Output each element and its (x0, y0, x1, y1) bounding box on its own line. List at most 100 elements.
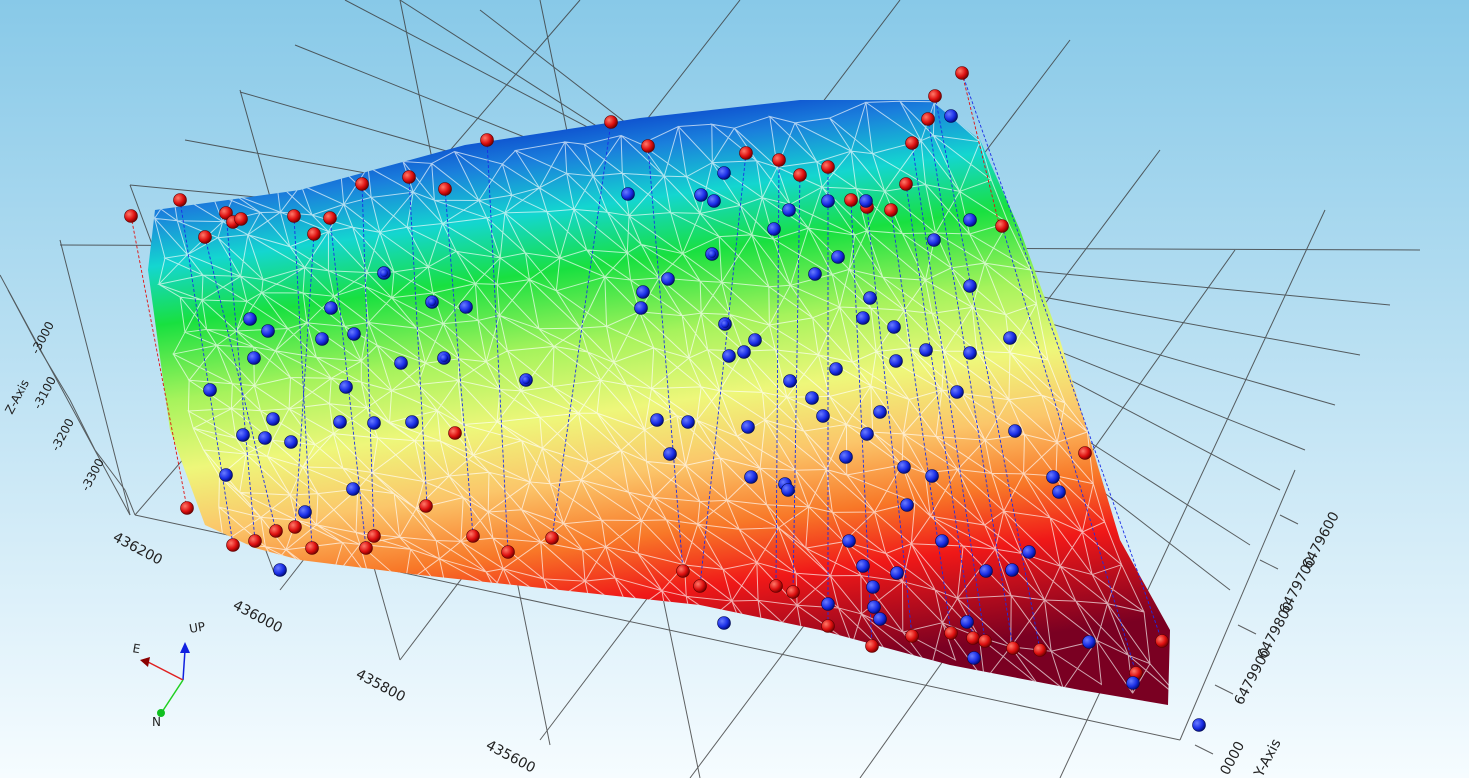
red-sample-marker[interactable] (402, 170, 416, 184)
blue-sample-marker[interactable] (859, 194, 873, 208)
red-sample-marker[interactable] (124, 209, 138, 223)
red-sample-marker[interactable] (269, 524, 283, 538)
red-sample-marker[interactable] (305, 541, 319, 555)
blue-sample-marker[interactable] (860, 427, 874, 441)
blue-sample-marker[interactable] (1022, 545, 1036, 559)
blue-sample-marker[interactable] (681, 415, 695, 429)
red-sample-marker[interactable] (641, 139, 655, 153)
red-sample-marker[interactable] (676, 564, 690, 578)
blue-sample-marker[interactable] (808, 267, 822, 281)
blue-sample-marker[interactable] (856, 559, 870, 573)
red-sample-marker[interactable] (198, 230, 212, 244)
blue-sample-marker[interactable] (856, 311, 870, 325)
blue-sample-marker-small[interactable] (708, 250, 716, 258)
blue-sample-marker[interactable] (863, 291, 877, 305)
blue-sample-marker-small[interactable] (428, 298, 436, 306)
blue-sample-marker[interactable] (621, 187, 635, 201)
red-sample-marker[interactable] (1155, 634, 1169, 648)
blue-sample-marker[interactable] (650, 413, 664, 427)
red-sample-marker[interactable] (921, 112, 935, 126)
blue-sample-marker[interactable] (1003, 331, 1017, 345)
red-sample-marker[interactable] (466, 529, 480, 543)
blue-sample-marker[interactable] (767, 222, 781, 236)
blue-sample-marker[interactable] (273, 563, 287, 577)
red-sample-marker[interactable] (234, 212, 248, 226)
blue-sample-marker-small[interactable] (440, 354, 448, 362)
red-sample-marker[interactable] (769, 579, 783, 593)
blue-sample-marker[interactable] (782, 203, 796, 217)
red-sample-marker[interactable] (739, 146, 753, 160)
red-sample-marker[interactable] (480, 133, 494, 147)
blue-sample-marker[interactable] (346, 482, 360, 496)
red-sample-marker[interactable] (173, 193, 187, 207)
blue-sample-marker[interactable] (963, 213, 977, 227)
blue-sample-marker[interactable] (243, 312, 257, 326)
blue-sample-marker[interactable] (927, 233, 941, 247)
red-sample-marker[interactable] (905, 136, 919, 150)
red-sample-marker[interactable] (772, 153, 786, 167)
blue-sample-marker[interactable] (900, 498, 914, 512)
blue-sample-marker[interactable] (887, 320, 901, 334)
blue-sample-marker[interactable] (873, 612, 887, 626)
red-sample-marker[interactable] (693, 579, 707, 593)
blue-sample-marker[interactable] (963, 346, 977, 360)
red-sample-marker[interactable] (865, 639, 879, 653)
red-sample-marker[interactable] (419, 499, 433, 513)
blue-sample-marker[interactable] (663, 447, 677, 461)
blue-sample-marker[interactable] (1046, 470, 1060, 484)
blue-sample-marker[interactable] (1082, 635, 1096, 649)
blue-sample-marker[interactable] (1052, 485, 1066, 499)
red-sample-marker[interactable] (287, 209, 301, 223)
blue-sample-marker[interactable] (707, 194, 721, 208)
red-sample-marker[interactable] (793, 168, 807, 182)
blue-sample-marker[interactable] (367, 416, 381, 430)
blue-sample-marker[interactable] (634, 301, 648, 315)
blue-sample-marker[interactable] (816, 409, 830, 423)
blue-sample-marker[interactable] (347, 327, 361, 341)
blue-sample-marker[interactable] (324, 301, 338, 315)
red-sample-marker[interactable] (367, 529, 381, 543)
blue-sample-marker[interactable] (821, 597, 835, 611)
red-sample-marker[interactable] (1078, 446, 1092, 460)
red-sample-marker[interactable] (995, 219, 1009, 233)
blue-sample-marker[interactable] (897, 460, 911, 474)
blue-sample-marker[interactable] (266, 412, 280, 426)
red-sample-marker[interactable] (604, 115, 618, 129)
blue-sample-marker[interactable] (821, 194, 835, 208)
blue-sample-marker[interactable] (247, 351, 261, 365)
blue-sample-marker[interactable] (890, 566, 904, 580)
red-sample-marker[interactable] (821, 619, 835, 633)
blue-sample-marker[interactable] (258, 431, 272, 445)
red-sample-marker[interactable] (545, 531, 559, 545)
blue-sample-marker[interactable] (236, 428, 250, 442)
blue-sample-marker[interactable] (866, 580, 880, 594)
blue-sample-marker[interactable] (203, 383, 217, 397)
blue-sample-marker[interactable] (748, 333, 762, 347)
blue-sample-marker[interactable] (960, 615, 974, 629)
red-sample-marker[interactable] (955, 66, 969, 80)
blue-sample-marker[interactable] (1008, 424, 1022, 438)
blue-sample-marker[interactable] (741, 420, 755, 434)
blue-sample-marker[interactable] (967, 651, 981, 665)
red-sample-marker[interactable] (501, 545, 515, 559)
blue-sample-marker[interactable] (889, 354, 903, 368)
blue-sample-marker[interactable] (935, 534, 949, 548)
red-sample-marker[interactable] (1033, 643, 1047, 657)
blue-sample-marker[interactable] (405, 415, 419, 429)
red-sample-marker[interactable] (884, 203, 898, 217)
red-sample-marker[interactable] (905, 629, 919, 643)
blue-sample-marker[interactable] (298, 505, 312, 519)
red-sample-marker[interactable] (219, 206, 233, 220)
blue-sample-marker[interactable] (333, 415, 347, 429)
blue-sample-marker[interactable] (944, 109, 958, 123)
red-sample-marker[interactable] (226, 538, 240, 552)
red-sample-marker[interactable] (180, 501, 194, 515)
blue-sample-marker[interactable] (339, 380, 353, 394)
blue-sample-marker[interactable] (284, 435, 298, 449)
blue-sample-marker[interactable] (979, 564, 993, 578)
red-sample-marker[interactable] (899, 177, 913, 191)
blue-sample-marker[interactable] (219, 468, 233, 482)
blue-sample-marker[interactable] (873, 405, 887, 419)
